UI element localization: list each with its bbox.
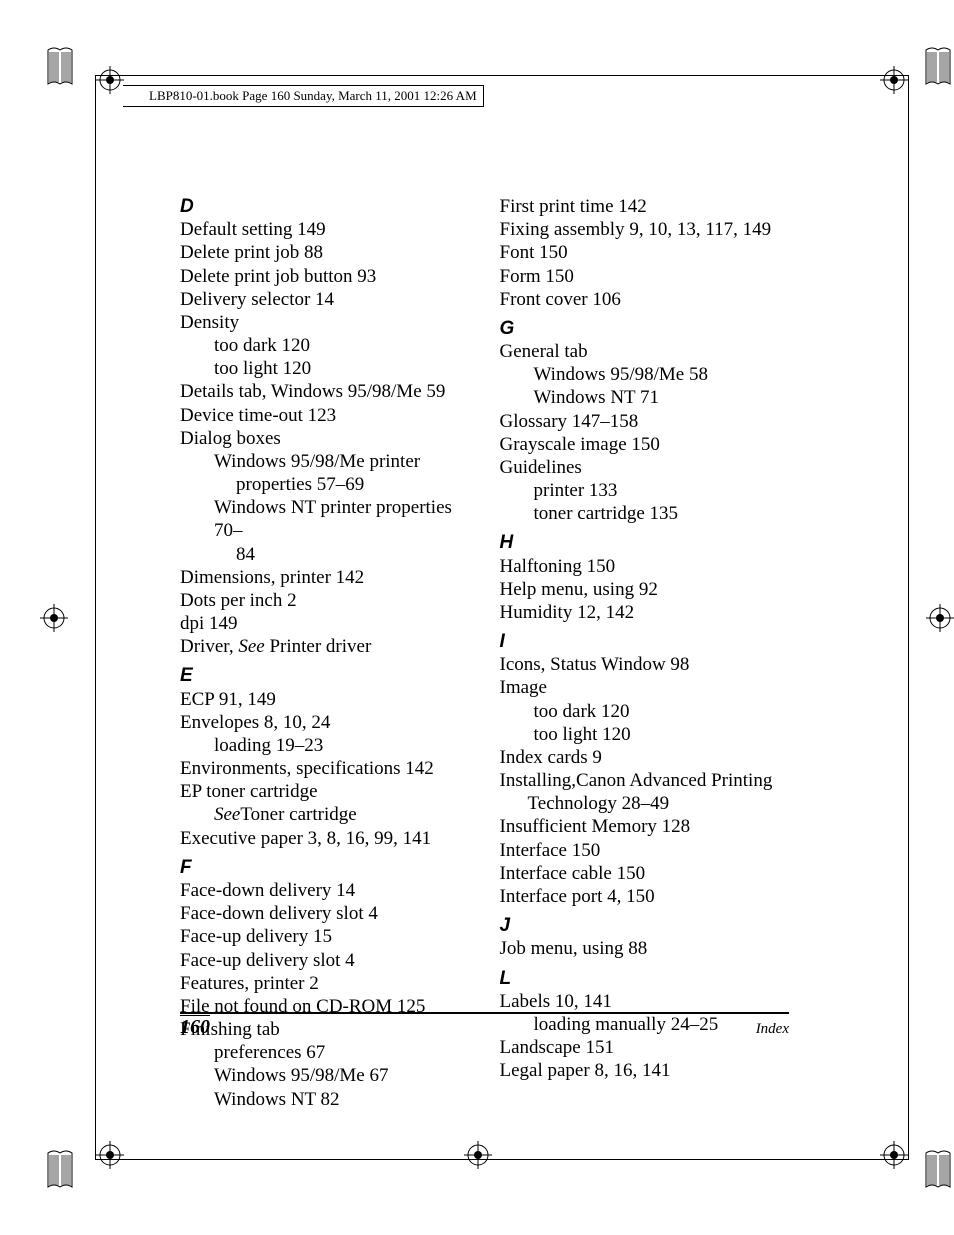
index-section-letter: E (180, 664, 470, 687)
index-entry: Interface port 4, 150 (500, 885, 790, 908)
index-entry: Interface cable 150 (500, 862, 790, 885)
index-entry: Dimensions, printer 142 (180, 566, 470, 589)
index-entry: Face-up delivery slot 4 (180, 949, 470, 972)
index-subentry: toner cartridge 135 (500, 502, 790, 525)
registration-mark-icon (880, 66, 908, 94)
frame-line (908, 616, 909, 1160)
index-subentry: printer 133 (500, 479, 790, 502)
index-entry: Driver, See Printer driver (180, 635, 470, 658)
index-entry: Glossary 147–158 (500, 410, 790, 433)
index-section-letter: H (500, 531, 790, 554)
registration-mark-icon (96, 66, 124, 94)
index-entry: Icons, Status Window 98 (500, 653, 790, 676)
index-subentry: Windows 95/98/Me 67 (180, 1064, 470, 1087)
index-subentry: Windows NT 71 (500, 386, 790, 409)
index-entry: Form 150 (500, 265, 790, 288)
index-entry: Envelopes 8, 10, 24 (180, 711, 470, 734)
index-entry: General tab (500, 340, 790, 363)
index-entry: EP toner cartridge (180, 780, 470, 803)
index-subentry: Windows NT printer properties 70– (180, 496, 470, 542)
index-entry: Delivery selector 14 (180, 288, 470, 311)
index-entry: Delete print job 88 (180, 241, 470, 264)
index-entry: Environments, specifications 142 (180, 757, 470, 780)
index-entry: Legal paper 8, 16, 141 (500, 1059, 790, 1082)
index-entry: Dialog boxes (180, 427, 470, 450)
index-section-letter: F (180, 856, 470, 879)
frame-line (908, 75, 909, 619)
book-spine-icon (44, 1147, 96, 1191)
index-entry: Device time-out 123 (180, 404, 470, 427)
index-section-letter: I (500, 630, 790, 653)
index-entry: Humidity 12, 142 (500, 601, 790, 624)
index-entry: Executive paper 3, 8, 16, 99, 141 (180, 827, 470, 850)
index-entry: Features, printer 2 (180, 972, 470, 995)
footer-label: Index (756, 1021, 789, 1038)
index-subentry: too light 120 (180, 357, 470, 380)
frame-line (95, 75, 96, 1160)
index-entry: Details tab, Windows 95/98/Me 59 (180, 380, 470, 403)
page-footer: 160 Index (180, 1012, 789, 1039)
index-subentry: SeeToner cartridge (180, 803, 470, 826)
index-subentry: loading 19–23 (180, 734, 470, 757)
index-entry: Help menu, using 92 (500, 578, 790, 601)
index-entry: Halftoning 150 (500, 555, 790, 578)
index-section-letter: D (180, 195, 470, 218)
index-entry: Dots per inch 2 (180, 589, 470, 612)
index-subentry: preferences 67 (180, 1041, 470, 1064)
index-entry: Insufficient Memory 128 (500, 815, 790, 838)
index-section-letter: L (500, 967, 790, 990)
registration-mark-icon (96, 1141, 124, 1169)
index-subentry: 84 (180, 543, 470, 566)
index-section-letter: G (500, 317, 790, 340)
registration-mark-icon (40, 604, 68, 632)
index-entry: Index cards 9 (500, 746, 790, 769)
frame-line (95, 75, 909, 76)
book-spine-icon (44, 44, 96, 88)
registration-mark-icon (926, 604, 954, 632)
index-section-letter: J (500, 914, 790, 937)
index-subentry: Windows 95/98/Me 58 (500, 363, 790, 386)
index-entry: Job menu, using 88 (500, 937, 790, 960)
index-left-column: DDefault setting 149Delete print job 88D… (180, 195, 470, 1111)
book-spine-icon (902, 1147, 954, 1191)
index-entry: dpi 149 (180, 612, 470, 635)
index-entry: Landscape 151 (500, 1036, 790, 1059)
frame-line (95, 1159, 909, 1160)
index-entry: Front cover 106 (500, 288, 790, 311)
index-subentry: too dark 120 (180, 334, 470, 357)
index-entry: Font 150 (500, 241, 790, 264)
index-subentry: Technology 28–49 (500, 792, 790, 815)
page-header: LBP810-01.book Page 160 Sunday, March 11… (123, 85, 484, 107)
index-entry: Face-down delivery slot 4 (180, 902, 470, 925)
page-number: 160 (180, 1015, 210, 1039)
index-entry: Delete print job button 93 (180, 265, 470, 288)
registration-mark-icon (464, 1141, 492, 1169)
index-entry: Grayscale image 150 (500, 433, 790, 456)
index-entry: Guidelines (500, 456, 790, 479)
index-entry: Face-up delivery 15 (180, 925, 470, 948)
index-entry: Interface 150 (500, 839, 790, 862)
index-subentry: Windows 95/98/Me printer (180, 450, 470, 473)
index-entry: Labels 10, 141 (500, 990, 790, 1013)
index-entry: Image (500, 676, 790, 699)
index-subentry: Windows NT 82 (180, 1088, 470, 1111)
index-entry: Default setting 149 (180, 218, 470, 241)
index-right-column: First print time 142Fixing assembly 9, 1… (500, 195, 790, 1111)
index-entry: ECP 91, 149 (180, 688, 470, 711)
index-entry: Installing,Canon Advanced Printing (500, 769, 790, 792)
index-subentry: too dark 120 (500, 700, 790, 723)
index-subentry: properties 57–69 (180, 473, 470, 496)
index-content: DDefault setting 149Delete print job 88D… (180, 195, 789, 1111)
index-subentry: too light 120 (500, 723, 790, 746)
index-entry: First print time 142 (500, 195, 790, 218)
index-entry: Density (180, 311, 470, 334)
registration-mark-icon (880, 1141, 908, 1169)
book-spine-icon (902, 44, 954, 88)
index-entry: Face-down delivery 14 (180, 879, 470, 902)
index-entry: Fixing assembly 9, 10, 13, 117, 149 (500, 218, 790, 241)
